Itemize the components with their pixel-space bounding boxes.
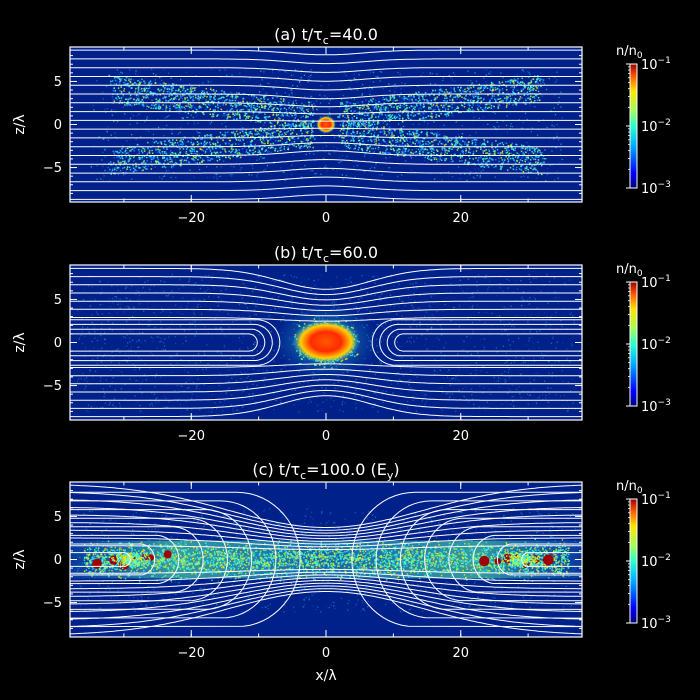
panel-c-ytick-label: −5	[43, 596, 62, 611]
panel-c-xtick-label: 20	[452, 646, 469, 661]
panel-c-ytick-label: 0	[54, 553, 62, 568]
panel-a-xtick-label: 0	[322, 211, 330, 226]
panel-b-axes-frame: −20 0 20 −5 0 5	[43, 264, 583, 444]
panel-b-colorbar-tick: 10−1	[641, 274, 671, 291]
panel-a-colorbar-scale	[629, 63, 638, 189]
panel-a-density-map	[70, 47, 582, 202]
panel-a-ytick-label: 0	[54, 118, 62, 133]
panel-a-xtick-label: −20	[178, 211, 205, 226]
panel-c-axes-frame: −20 0 20 −5 0 5	[43, 481, 583, 661]
panel-b-xtick-label: 0	[322, 429, 330, 444]
panel-a-axes-frame: −20 0 20 −5 0 5	[43, 46, 583, 226]
panel-a-ytick-label: −5	[43, 161, 62, 176]
panel-b-xtick-label: 20	[452, 429, 469, 444]
panel-c-xtick-label: 0	[322, 646, 330, 661]
panel-b-density-map	[70, 265, 582, 420]
panel-c-density-map	[70, 482, 582, 637]
panel-b-title: (b) t/τc=60.0	[274, 243, 378, 265]
panel-c-colorbar: n/n0 10−1 10−2 10−3	[616, 479, 671, 632]
panel-b-ytick-label: −5	[43, 379, 62, 394]
panel-c-colorbar-tick: 10−2	[641, 553, 671, 570]
panel-a-xtick-label: 20	[452, 211, 469, 226]
panel-c-title: (c) t/τc=100.0 (Ey)	[252, 460, 399, 482]
panel-c-colorbar-scale	[629, 498, 638, 624]
panel-c-colorbar-tick: 10−1	[641, 491, 671, 508]
panel-a-ylabel: z/λ	[12, 114, 28, 134]
panel-a-colorbar-tick: 10−1	[641, 56, 671, 73]
panel-c-field-lines	[70, 484, 582, 635]
panel-c-ylabel: z/λ	[12, 549, 28, 569]
panel-b-field-lines	[70, 267, 582, 418]
panel-a-ytick-label: 5	[54, 75, 62, 90]
panel-a-field-lines	[70, 49, 582, 200]
panel-b-xtick-label: −20	[178, 429, 205, 444]
panel-c-xlabel: x/λ	[315, 668, 336, 684]
panel-b-colorbar: n/n0 10−1 10−2 10−3	[616, 262, 671, 415]
panel-a: −20 0 20 −5 0 5 (a) t/τc=40.0 z/λ n/n0 10−1 10…	[12, 25, 671, 226]
panel-b-ylabel: z/λ	[12, 332, 28, 352]
panel-c-colorbar-tick: 10−3	[641, 615, 671, 632]
panel-b-colorbar-tick: 10−2	[641, 336, 671, 353]
panel-b: −20 0 20 −5 0 5 (b) t/τc=60.0 z/λ n/n0 10−1 10…	[12, 243, 671, 444]
panel-a-title: (a) t/τc=40.0	[274, 25, 378, 47]
panel-a-colorbar-label: n/n0	[616, 44, 643, 61]
panel-a-colorbar-tick: 10−2	[641, 118, 671, 135]
panel-b-ytick-label: 0	[54, 336, 62, 351]
panel-b-colorbar-label: n/n0	[616, 262, 643, 279]
panel-c-ytick-label: 5	[54, 510, 62, 525]
panel-a-colorbar-tick: 10−3	[641, 180, 671, 197]
panel-c-xtick-label: −20	[178, 646, 205, 661]
panel-c-colorbar-label: n/n0	[616, 479, 643, 496]
panel-a-colorbar: n/n0 10−1 10−2 10−3	[616, 44, 671, 197]
panel-b-colorbar-scale	[629, 281, 638, 407]
panel-b-colorbar-tick: 10−3	[641, 398, 671, 415]
panel-b-ytick-label: 5	[54, 293, 62, 308]
panel-c: −20 0 20 −5 0 5 (c) t/τc=100.0 (Ey) z/λ x/λ n…	[12, 460, 671, 684]
